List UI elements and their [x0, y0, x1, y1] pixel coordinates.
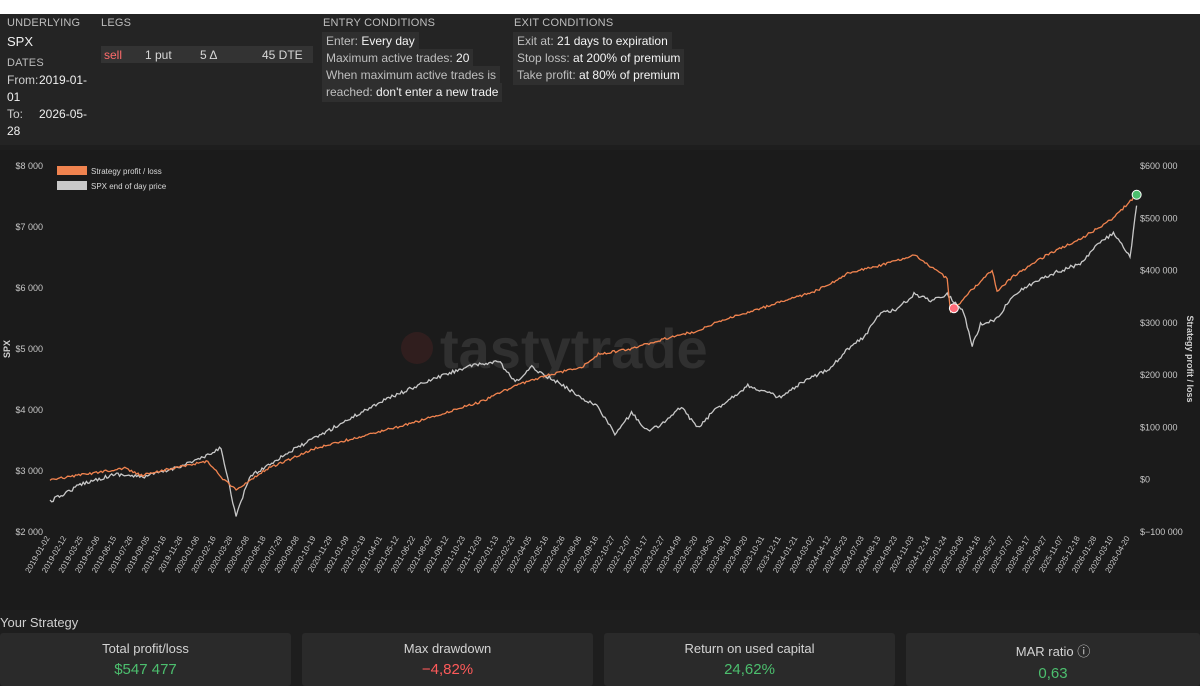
entry-condition-2: Maximum active trades: 20: [322, 49, 474, 68]
left-tick-label: $5 000: [15, 344, 43, 354]
to-date-line2[interactable]: 28: [7, 124, 21, 138]
right-tick-label: $0: [1140, 475, 1150, 485]
right-tick-label: $300 000: [1140, 318, 1178, 328]
mar-ratio-label[interactable]: MAR ratio ⓘ: [1015, 644, 1091, 659]
to-label: To:: [7, 107, 24, 121]
underlying-value[interactable]: SPX: [7, 34, 34, 49]
total-pl-value: $547 477: [114, 661, 177, 678]
leg-quantity-type: 1 put: [145, 48, 172, 62]
watermark-text: tastytrade: [440, 317, 708, 380]
cherry-logo-icon: [401, 332, 433, 364]
left-tick-label: $3 000: [15, 466, 43, 476]
from-date-line2[interactable]: 01: [7, 90, 21, 104]
exit-condition-3: Take profit: at 80% of premium: [513, 66, 684, 85]
right-tick-label: $500 000: [1140, 213, 1178, 223]
underlying-header: UNDERLYING: [7, 17, 81, 29]
right-tick-label: $600 000: [1140, 161, 1178, 171]
left-tick-label: $6 000: [15, 283, 43, 293]
total-pl-label: Total profit/loss: [102, 641, 189, 656]
chart-svg: tastytrade $2 000 $3 000 $4 000 $5 000 $6 00…: [2, 161, 1195, 574]
legend-label: SPX end of day price: [91, 182, 167, 191]
right-axis-label: Strategy profit / loss: [1185, 315, 1195, 402]
left-tick-label: $7 000: [15, 222, 43, 232]
mar-ratio-value: 0,63: [1038, 665, 1068, 682]
max-drawdown-card: Max drawdown −4,82%: [302, 633, 593, 686]
mar-ratio-card: MAR ratio ⓘ 0,63: [906, 633, 1200, 686]
backtest-chart: tastytrade $2 000 $3 000 $4 000 $5 000 $6 00…: [0, 150, 1200, 610]
exit-condition-2: Stop loss: at 200% of premium: [513, 49, 685, 68]
series-marker: [1131, 189, 1142, 200]
leg-dte: 45 DTE: [262, 48, 303, 62]
leg-side: sell: [104, 48, 123, 62]
entry-conditions-header: ENTRY CONDITIONS: [323, 17, 436, 29]
legend-swatch: [57, 166, 87, 175]
return-value: 24,62%: [724, 661, 775, 678]
total-pl-card: Total profit/loss $547 477: [0, 633, 291, 686]
max-drawdown-value: −4,82%: [421, 661, 474, 678]
series-marker: [948, 303, 959, 314]
exit-conditions-header: EXIT CONDITIONS: [514, 17, 614, 29]
legend-label: Strategy profit / loss: [91, 167, 162, 176]
entry-condition-4: reached: don't enter a new trade: [322, 83, 503, 102]
dates-header: DATES: [7, 57, 44, 69]
left-tick-label: $2 000: [15, 527, 43, 537]
spx-price-line: [49, 205, 1138, 517]
max-drawdown-label: Max drawdown: [403, 641, 492, 656]
exit-condition-1: Exit at: 21 days to expiration: [513, 32, 672, 51]
left-tick-label: $8 000: [15, 161, 43, 171]
leg-row[interactable]: sell 1 put 5 Δ 45 DTE: [101, 46, 313, 63]
tastytrade-watermark: tastytrade: [401, 317, 708, 380]
legs-header: LEGS: [101, 17, 132, 29]
return-label: Return on used capital: [684, 641, 815, 656]
strategy-parameters-panel: UNDERLYING SPX DATES From: 2019-01- 01 T…: [0, 14, 1200, 145]
summary-title: Your Strategy: [0, 615, 79, 630]
right-tick-label: $−100 000: [1140, 527, 1183, 537]
right-tick-label: $200 000: [1140, 370, 1178, 380]
left-tick-label: $4 000: [15, 405, 43, 415]
leg-delta: 5 Δ: [200, 48, 218, 62]
entry-condition-1: Enter: Every day: [322, 32, 419, 51]
right-tick-label: $400 000: [1140, 266, 1178, 276]
right-tick-label: $100 000: [1140, 422, 1178, 432]
entry-condition-3: When maximum active trades is: [322, 66, 501, 85]
to-date-line1[interactable]: 2026-05-: [39, 107, 88, 121]
top-strip: [0, 0, 1200, 14]
left-axis-label: SPX: [2, 340, 12, 358]
return-card: Return on used capital 24,62%: [604, 633, 895, 686]
from-label: From:: [7, 73, 39, 87]
from-date-line1[interactable]: 2019-01-: [39, 73, 88, 87]
legend-swatch: [57, 181, 87, 190]
